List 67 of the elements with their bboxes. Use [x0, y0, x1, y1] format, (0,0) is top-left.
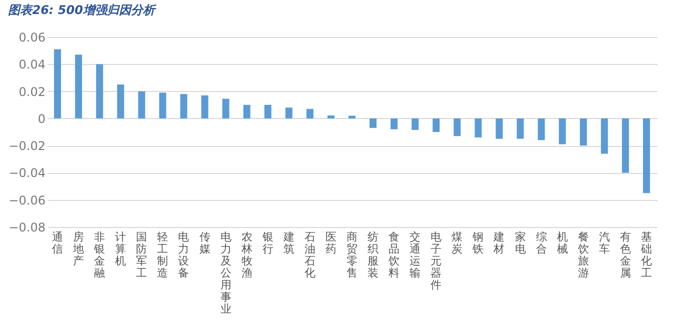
bar [348, 116, 356, 118]
bar [516, 118, 524, 139]
bar [327, 115, 334, 118]
x-tick-label: 餐饮旅游 [576, 230, 589, 280]
x-tick-label: 房地产 [72, 230, 84, 268]
x-tick-label: 电力设备 [178, 230, 190, 280]
bar [243, 104, 250, 118]
x-tick-label: 非银金融 [93, 230, 106, 280]
bar [538, 118, 545, 140]
bar [117, 84, 124, 118]
x-tick-label: 钢铁 [472, 230, 484, 256]
bar [642, 118, 650, 194]
y-tick-label: 0 [38, 112, 46, 126]
y-tick-label: 0.02 [18, 84, 46, 99]
bar [432, 118, 440, 132]
bar [75, 54, 82, 118]
y-tick-label: −0.04 [8, 166, 46, 180]
x-tick-label: 银行 [261, 230, 274, 256]
bar [285, 108, 292, 118]
x-tick-label: 国防军工 [136, 230, 148, 280]
bar [622, 118, 629, 173]
bar [474, 118, 482, 138]
x-tick-label: 轻工制造 [157, 230, 168, 280]
bar [454, 118, 461, 136]
y-tick-label: 0.06 [18, 30, 46, 44]
x-tick-label: 机械 [556, 230, 568, 256]
chart-title: 图表26: 500增强归因分析 [8, 3, 157, 17]
x-tick-label: 医药 [325, 230, 336, 256]
bar [580, 118, 587, 146]
bar [496, 118, 503, 139]
x-tick-label: 通信 [52, 230, 64, 256]
x-tick-label: 汽车 [598, 230, 610, 256]
bar [159, 92, 166, 118]
x-tick-label: 纺织服装 [368, 230, 379, 280]
x-tick-label: 电子元器件 [430, 230, 442, 292]
bar [558, 118, 566, 144]
bar [201, 95, 208, 118]
bar [180, 94, 188, 118]
bar [306, 108, 314, 118]
x-tick-label: 农林牧渔 [240, 230, 252, 280]
x-tick-label: 食品饮料 [388, 230, 400, 280]
y-tick-label: 0.04 [18, 58, 46, 72]
y-tick-label: −0.02 [8, 139, 46, 154]
bar [370, 118, 377, 128]
bar [264, 104, 272, 118]
bar [600, 118, 608, 154]
bar [412, 118, 419, 130]
x-tick-label: 建筑 [282, 230, 294, 256]
x-tick-label: 交通运输 [410, 230, 421, 280]
x-tick-label: 家电 [514, 230, 526, 256]
x-tick-label: 基础化工 [640, 230, 652, 280]
x-tick-label: 传媒 [199, 230, 210, 256]
y-tick-label: −0.06 [8, 193, 46, 208]
x-tick-label: 综合 [536, 230, 547, 256]
x-tick-label: 石油石化 [304, 230, 316, 280]
x-tick-label: 电力及公用事业 [220, 230, 232, 316]
x-tick-label: 有色金属 [620, 230, 631, 280]
bar [138, 91, 146, 118]
x-tick-label: 计算机 [115, 230, 126, 268]
y-tick-label: −0.08 [8, 220, 46, 234]
bar [54, 49, 62, 118]
x-tick-label: 商贸零售 [346, 230, 358, 280]
bar [222, 98, 230, 118]
bar [390, 118, 398, 130]
x-tick-label: 建材 [492, 230, 505, 256]
x-tick-label: 煤炭 [452, 230, 463, 256]
bar [96, 64, 104, 118]
